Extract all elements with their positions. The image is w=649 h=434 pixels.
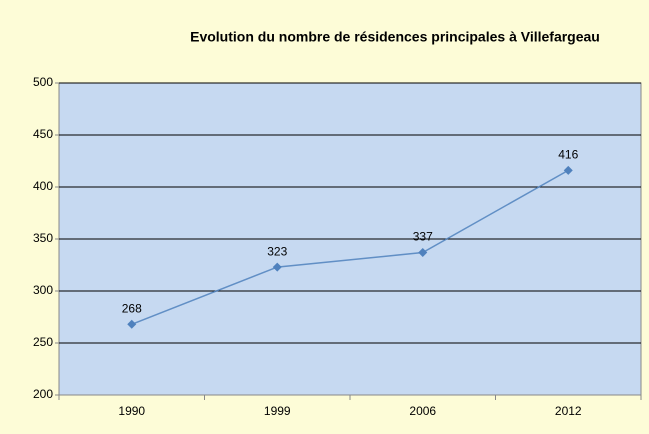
x-tick-label: 2012 — [555, 404, 582, 418]
data-point — [563, 165, 573, 175]
y-tick-label: 500 — [33, 75, 53, 89]
x-tick-label: 1990 — [118, 404, 145, 418]
y-tick-label: 250 — [33, 335, 53, 349]
x-tick-label: 1999 — [264, 404, 291, 418]
data-point — [272, 262, 282, 272]
y-tick-label: 400 — [33, 179, 53, 193]
data-label: 323 — [267, 244, 287, 258]
data-label: 268 — [122, 301, 142, 315]
y-tick-label: 200 — [33, 387, 53, 401]
data-point — [127, 319, 137, 329]
data-label: 416 — [558, 148, 578, 162]
y-tick-label: 300 — [33, 283, 53, 297]
y-tick-label: 350 — [33, 231, 53, 245]
data-label: 337 — [413, 230, 433, 244]
data-point — [418, 248, 428, 258]
chart-title: Evolution du nombre de résidences princi… — [190, 29, 600, 45]
x-tick-label: 2006 — [409, 404, 436, 418]
y-tick-label: 450 — [33, 127, 53, 141]
series-line — [131, 169, 569, 325]
